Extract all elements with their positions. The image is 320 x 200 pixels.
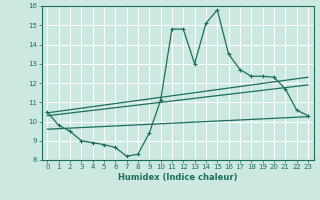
X-axis label: Humidex (Indice chaleur): Humidex (Indice chaleur) bbox=[118, 173, 237, 182]
